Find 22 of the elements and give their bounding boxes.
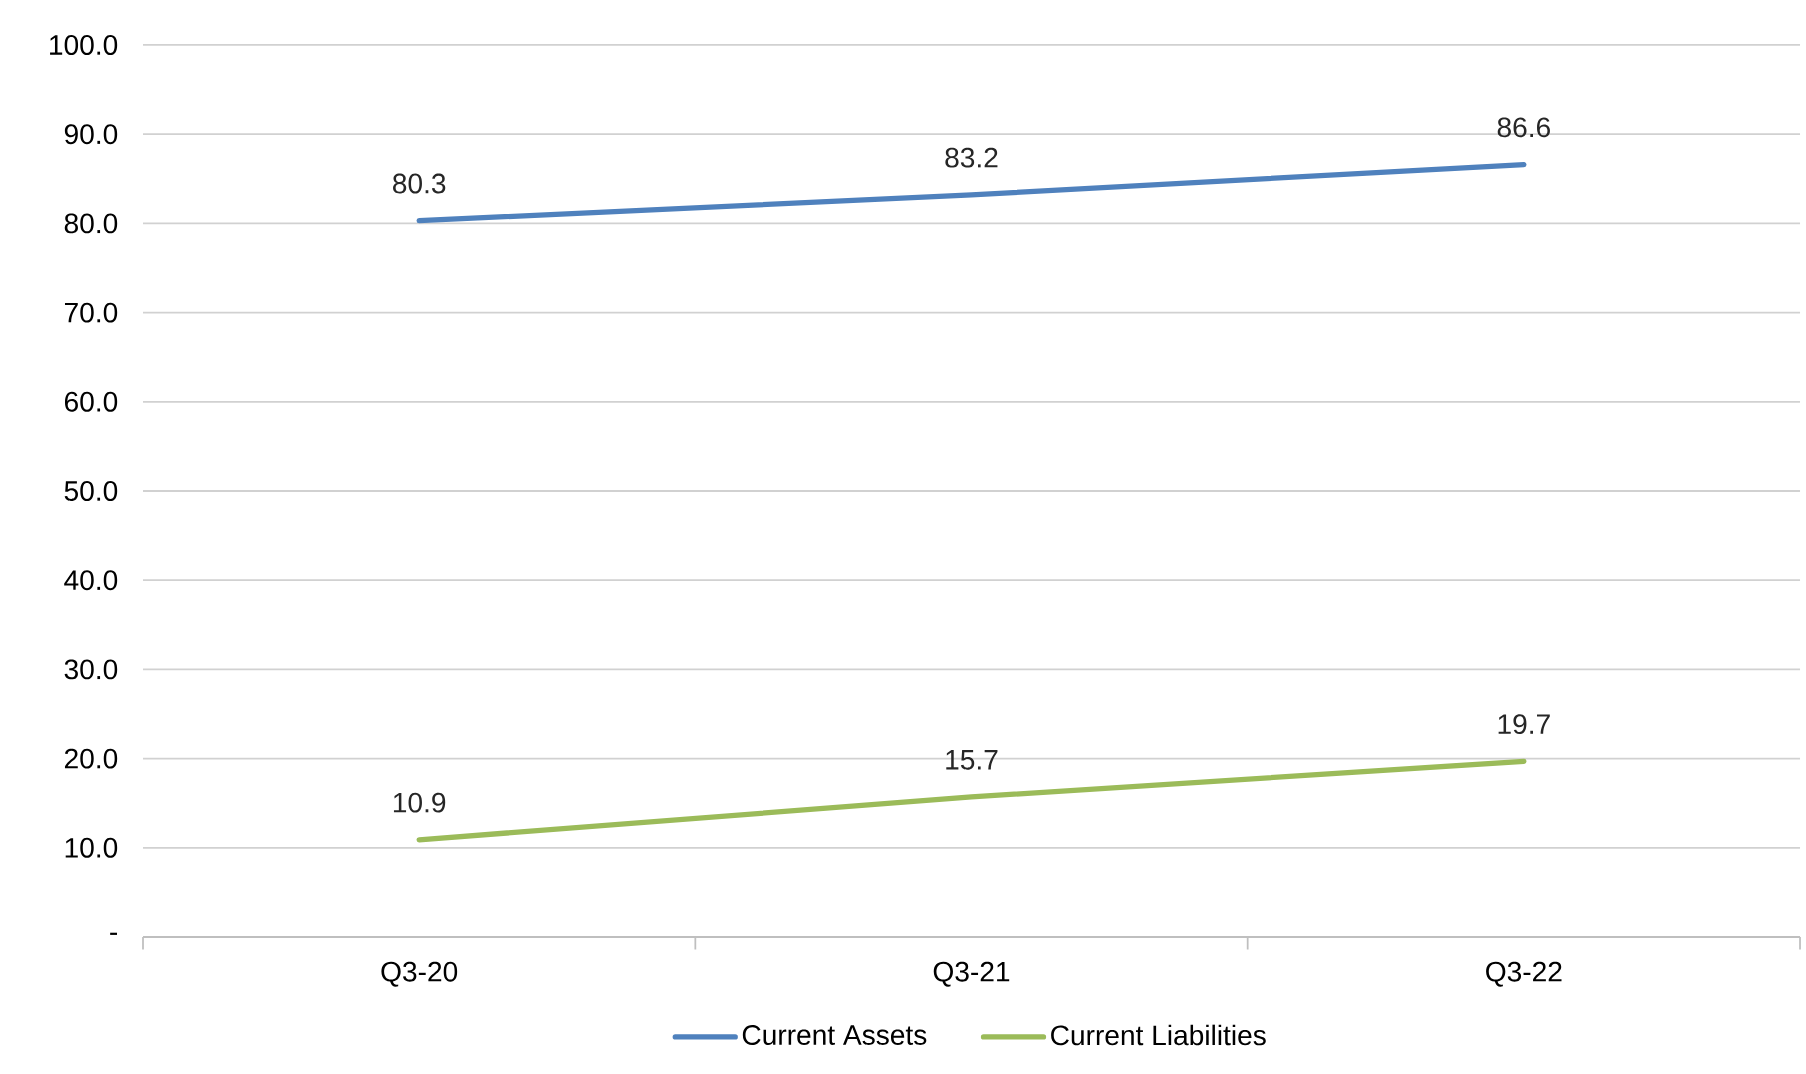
data-label: 19.7	[1498, 714, 1550, 735]
x-tick-label: Q3-22	[1486, 961, 1562, 987]
data-label: 86.6	[1497, 117, 1550, 138]
data-label: 83.2	[945, 147, 998, 168]
data-label: 15.7	[946, 750, 998, 770]
data-label: 80.3	[393, 173, 446, 194]
y-tick-label: 70.0	[64, 302, 118, 323]
y-tick-label: 30.0	[64, 659, 118, 680]
y-tick-label: 10.0	[65, 837, 118, 858]
y-tick-label: 20.0	[64, 748, 118, 769]
y-tick-label: 90.0	[64, 124, 118, 145]
y-tick-label: 40.0	[64, 570, 118, 591]
x-tick-label: Q3-21	[933, 961, 1010, 987]
y-tick-label: 100.0	[50, 35, 118, 55]
legend-label: Current Assets	[742, 1025, 927, 1045]
y-tick-label: -	[110, 932, 118, 935]
legend-label: Current Liabilities	[1051, 1024, 1266, 1046]
y-tick-label: 60.0	[64, 391, 118, 412]
data-label: 10.9	[393, 792, 446, 813]
y-tick-label: 80.0	[64, 213, 118, 234]
x-tick-label: Q3-20	[381, 961, 458, 987]
y-tick-label: 50.0	[64, 481, 118, 501]
